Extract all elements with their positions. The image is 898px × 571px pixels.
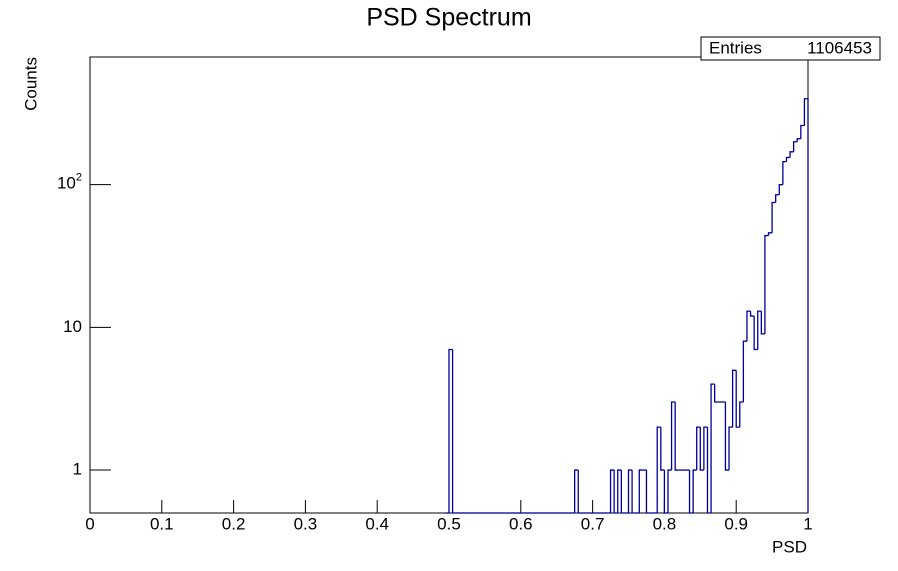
histogram-bin	[609, 469, 615, 513]
histogram-bin	[789, 151, 794, 158]
histogram-bin	[627, 469, 633, 513]
histogram-bin	[706, 427, 712, 514]
x-tick-label: 0.7	[581, 514, 605, 533]
histogram-bin	[699, 427, 704, 471]
x-tick-label: 0.8	[653, 514, 677, 533]
x-tick-label: 0.5	[437, 514, 461, 533]
histogram-bin	[749, 311, 755, 317]
histogram-bin	[792, 141, 798, 152]
histogram-bin	[670, 401, 676, 471]
histogram-bin	[746, 310, 751, 342]
histogram-bin	[742, 340, 747, 402]
histogram-bin	[775, 194, 780, 203]
histogram-bin	[574, 469, 579, 513]
histogram-bin	[703, 426, 708, 471]
histogram-bin	[767, 232, 773, 236]
x-tick-label: 0	[85, 514, 94, 533]
histogram-bin	[796, 138, 801, 142]
histogram-bin	[739, 401, 744, 428]
x-axis-label: PSD	[772, 537, 807, 556]
x-tick-label: 1	[803, 514, 812, 533]
histogram-bin	[688, 470, 694, 514]
x-tick-label: 0.6	[509, 514, 533, 533]
histogram-bin	[577, 470, 582, 514]
histogram-bin	[757, 310, 762, 350]
histogram-bin	[731, 369, 737, 428]
histogram-bin	[782, 161, 787, 185]
histogram-bin	[645, 470, 651, 514]
histogram-bin	[448, 348, 453, 513]
histogram-bin	[613, 470, 618, 514]
stats-box	[700, 36, 881, 61]
x-tick-label: 0.9	[724, 514, 748, 533]
y-tick-label: 1	[73, 460, 82, 479]
histogram-bin	[638, 469, 643, 513]
histogram-bin	[660, 427, 665, 471]
histogram-bin	[714, 384, 719, 403]
x-tick-label: 0.1	[150, 514, 174, 533]
histogram-bin	[617, 469, 622, 513]
histogram-bin	[735, 370, 740, 428]
histogram-bin	[674, 401, 679, 471]
chart-title: PSD Spectrum	[366, 4, 531, 32]
histogram-bin	[800, 124, 805, 139]
stats-value: 1106453	[807, 38, 872, 57]
histogram-bin	[778, 184, 783, 195]
x-tick-label: 0.2	[222, 514, 246, 533]
histogram-bin	[803, 98, 809, 513]
histogram-bin	[764, 234, 769, 334]
histogram-bin	[451, 349, 457, 514]
histogram-bin	[663, 470, 668, 514]
histogram-bin	[710, 383, 715, 513]
histogram-bin	[771, 201, 776, 233]
histogram-bin	[753, 316, 758, 351]
stats-label: Entries	[709, 38, 762, 57]
histogram-bin	[760, 311, 765, 335]
histogram-bin	[656, 426, 661, 513]
histogram-bin	[696, 426, 701, 471]
x-tick-label: 0.3	[294, 514, 318, 533]
x-tick-label: 0.4	[365, 514, 389, 533]
y-axis-label: Counts	[21, 57, 40, 111]
histogram-bin	[692, 469, 697, 513]
y-tick-label: 10	[63, 317, 82, 336]
histogram-bin	[724, 401, 730, 471]
histogram-bin	[728, 426, 733, 471]
histogram-bin	[631, 470, 636, 514]
histogram-bin	[785, 156, 791, 162]
y-tick-label: 102	[57, 172, 82, 194]
histogram-bin	[620, 470, 625, 514]
histogram-bin	[667, 469, 672, 513]
